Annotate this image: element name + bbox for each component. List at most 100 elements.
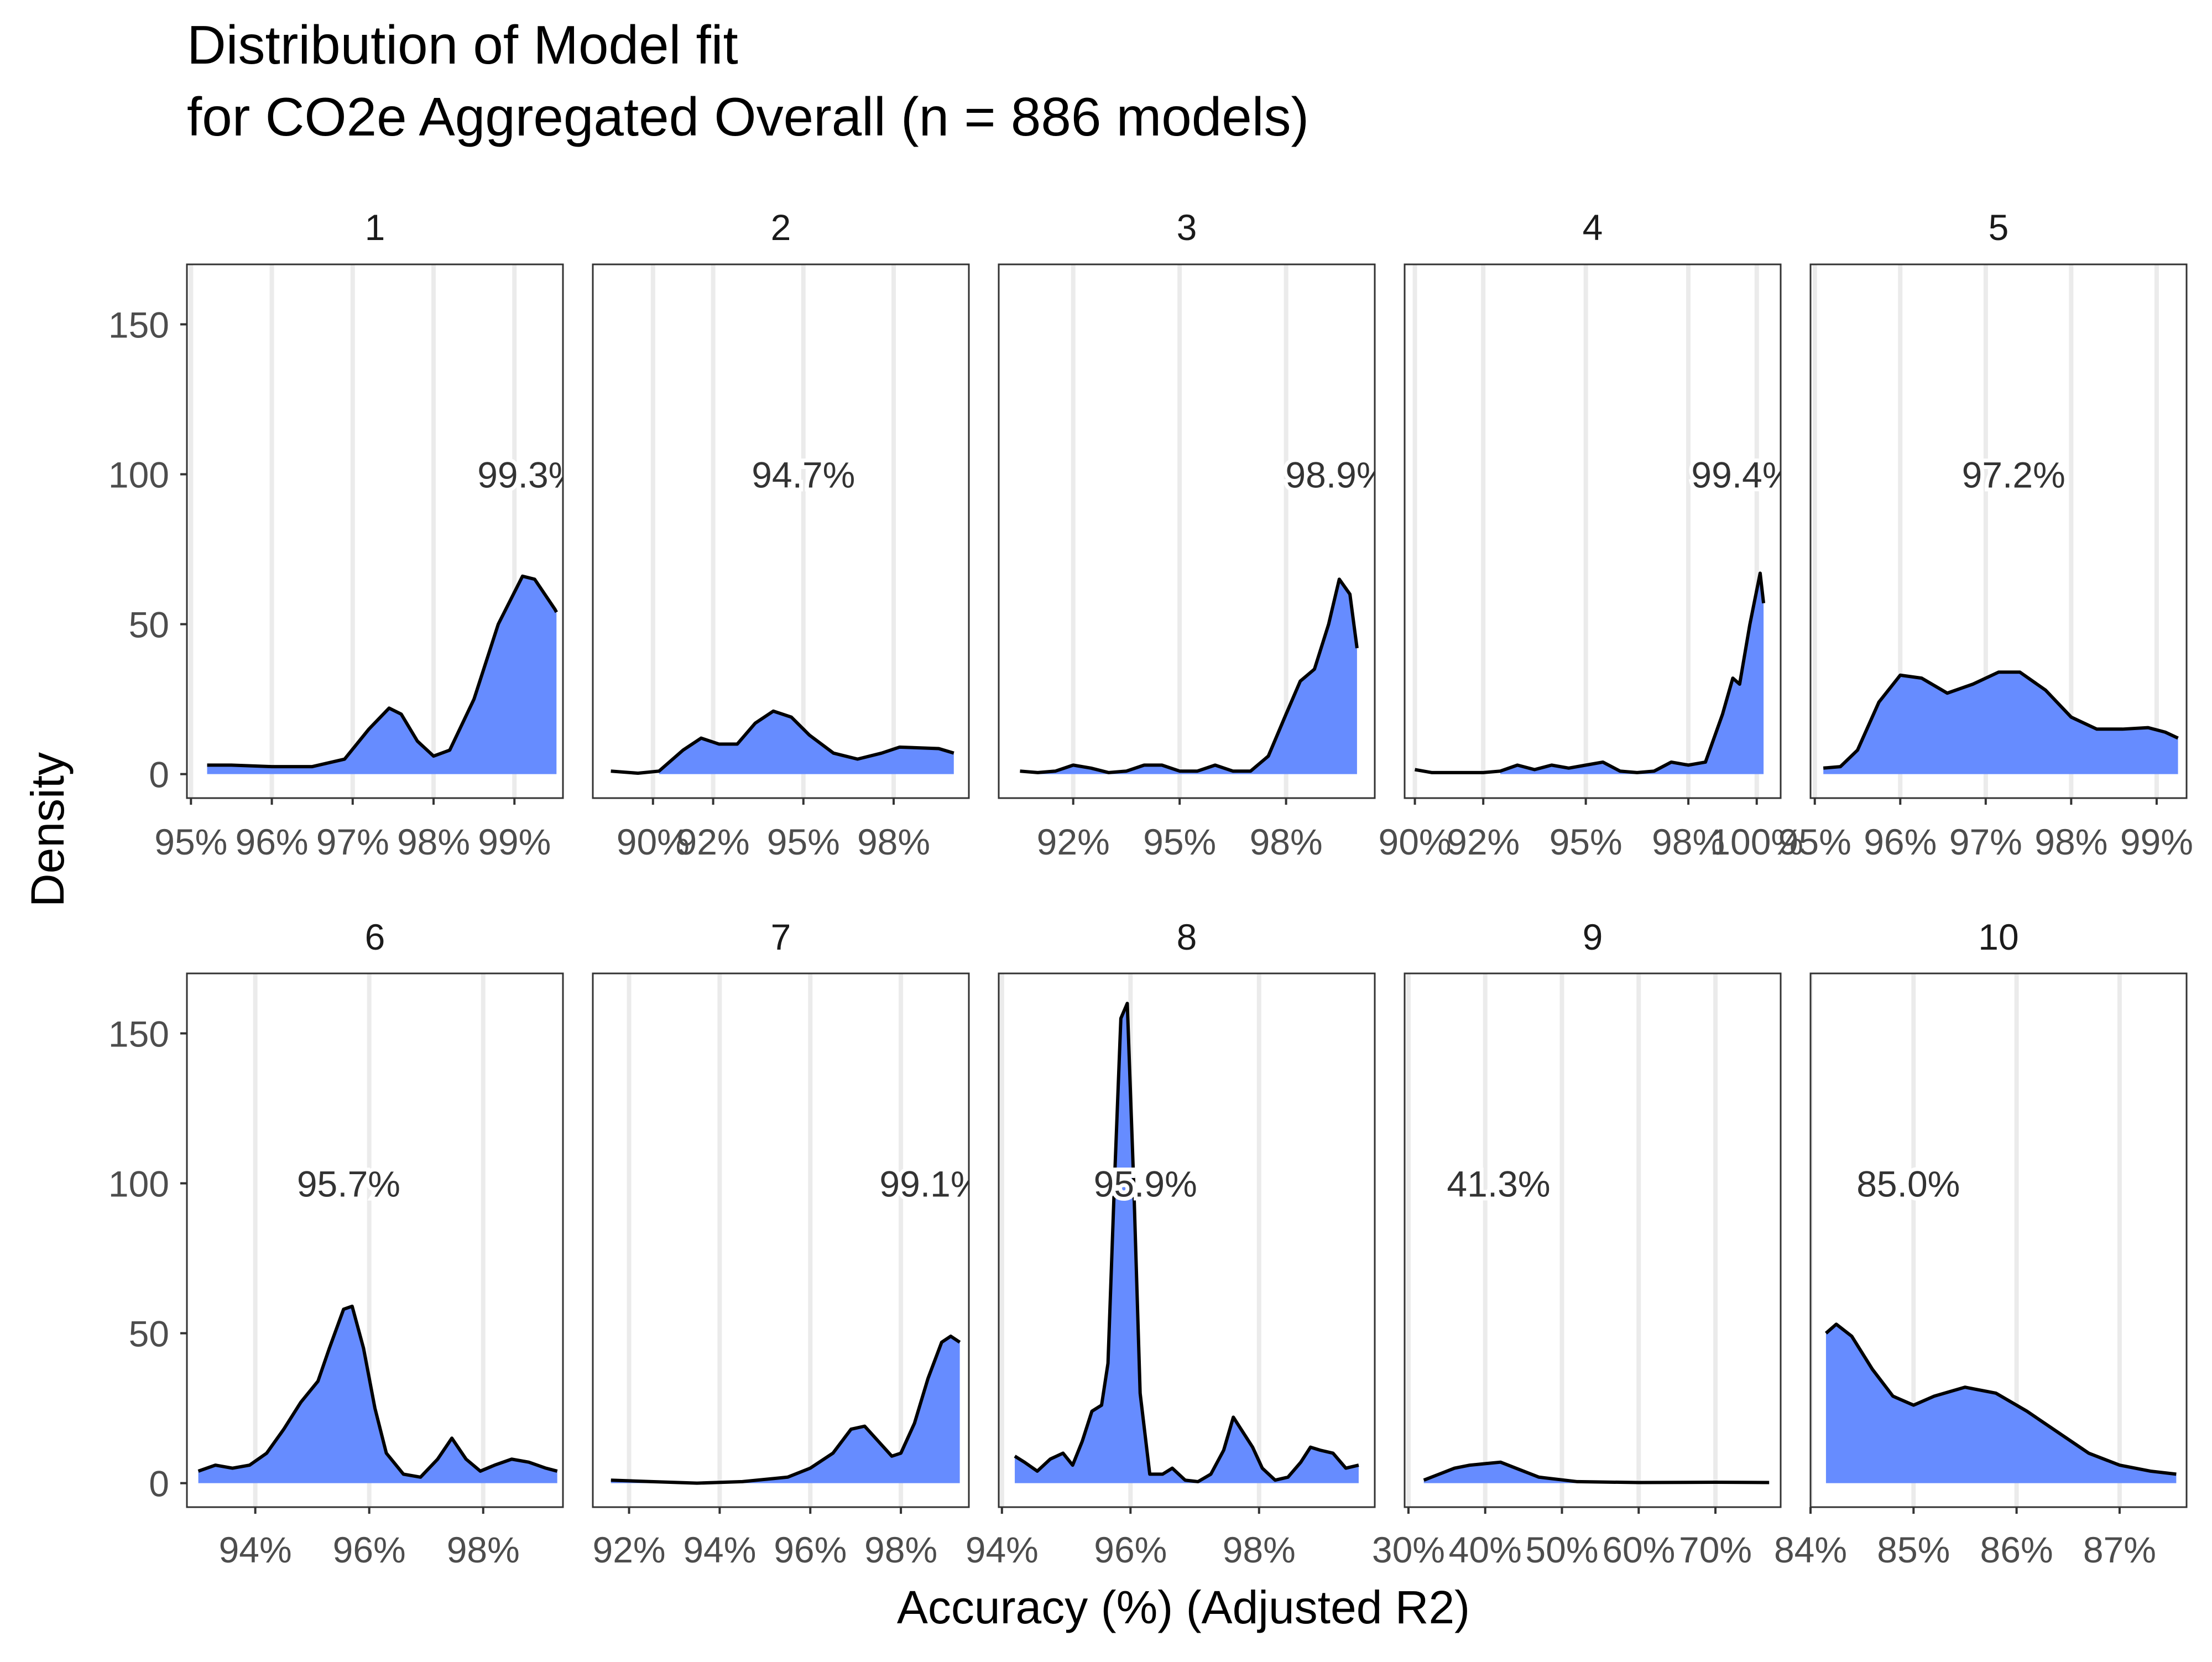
facet-strip-label: 1 (365, 207, 385, 248)
x-tick-label: 90% (617, 821, 690, 862)
density-line (1823, 670, 2179, 770)
facet-strip-label: 5 (1989, 207, 2009, 248)
x-tick-label: 95% (1778, 821, 1851, 862)
panel-border (186, 972, 564, 1508)
x-tick-label: 92% (1037, 821, 1110, 862)
annotation-label: 98.9% (1285, 454, 1389, 495)
density-line (1824, 1322, 2177, 1476)
density-line (1423, 1460, 1770, 1484)
x-tick-label: 94% (683, 1529, 756, 1570)
panel-border (592, 263, 970, 799)
x-tick-label: 97% (1949, 821, 2022, 862)
x-tick-label: 87% (2083, 1529, 2156, 1570)
x-tick-label: 40% (1449, 1529, 1522, 1570)
x-tick-label: 95% (1143, 821, 1216, 862)
x-tick-label: 96% (1864, 821, 1937, 862)
x-tick-label: 96% (774, 1529, 847, 1570)
density-line (207, 574, 558, 769)
x-tick-label: 92% (1447, 821, 1520, 862)
panel-border (1404, 972, 1782, 1508)
facet-strip-label: 4 (1583, 207, 1603, 248)
y-tick-label: 50 (129, 1314, 169, 1354)
panel-plot-area: 99.4% (1412, 264, 1781, 798)
annotation-label: 85.0% (1856, 1163, 1960, 1204)
x-tick-label: 92% (677, 821, 750, 862)
facet-strip-label: 7 (771, 916, 791, 957)
density-area (659, 711, 954, 774)
annotation-label: 95.9% (1094, 1163, 1197, 1204)
facet-strip-label: 9 (1583, 916, 1603, 957)
facet-panel-10: 10 85.0% 84% 85% 86% 87% (1774, 916, 2188, 1570)
y-tick-label: 0 (149, 754, 169, 795)
x-tick-label: 98% (1250, 821, 1323, 862)
x-tick-label: 70% (1679, 1529, 1752, 1570)
density-line (197, 1304, 558, 1479)
panel-plot-area: 97.2% (1812, 264, 2179, 798)
chart-title-line-2: for CO2e Aggregated Overall (n = 886 mod… (187, 86, 1309, 147)
density-line (1415, 571, 1766, 774)
density-area (1037, 579, 1357, 774)
x-tick-label: 99% (478, 821, 551, 862)
x-tick-label: 98% (857, 821, 930, 862)
x-tick-label: 85% (1877, 1529, 1950, 1570)
panel-border (998, 263, 1376, 799)
density-area (207, 576, 557, 774)
annotation-label: 99.3% (477, 454, 581, 495)
x-tick-label: 97% (316, 821, 389, 862)
panel-border (1404, 263, 1782, 799)
annotation-label: 95.7% (297, 1163, 400, 1204)
y-tick-label: 100 (108, 454, 169, 495)
facet-panel-5: 5 97.2% 95% 96% 97% 98% 99% (1778, 207, 2193, 862)
x-tick-label: 94% (219, 1529, 292, 1570)
facet-panel-4: 4 99.4% 90%92% 95% 98%100% (1378, 207, 1803, 862)
panel-plot-area: 85.0% (1811, 973, 2177, 1507)
annotation-label: 41.3% (1447, 1163, 1550, 1204)
y-tick-label: 50 (129, 605, 169, 645)
x-tick-label: 98% (864, 1529, 937, 1570)
panel-plot-area: 95.9% (999, 973, 1359, 1507)
y-tick-label: 100 (108, 1163, 169, 1204)
facet-panel-9: 9 41.3% 30% 40% 50% 60% 70% (1372, 916, 1782, 1570)
x-tick-label: 95% (767, 821, 840, 862)
annotation-label: 94.7% (752, 454, 855, 495)
facet-strip-label: 6 (365, 916, 385, 957)
facet-panel-3: 3 98.9% 92% 95% 98% (998, 207, 1389, 862)
x-tick-label: 92% (592, 1529, 665, 1570)
panel-border (592, 972, 970, 1508)
annotation-label: 99.1% (879, 1163, 983, 1204)
panel-border (1809, 263, 2188, 799)
facet-strip-label: 3 (1177, 207, 1197, 248)
panel-plot-area: 98.9% (1020, 264, 1389, 798)
x-axis-label: Accuracy (%) (Adjusted R2) (897, 1581, 1470, 1633)
facet-strip-label: 2 (771, 207, 791, 248)
facet-strip-label: 8 (1177, 916, 1197, 957)
panel-plot-area: 99.3% (189, 264, 581, 798)
x-tick-label: 98% (1652, 821, 1725, 862)
x-tick-label: 96% (1094, 1529, 1167, 1570)
x-tick-label: 100% (1710, 821, 1803, 862)
x-tick-label: 96% (235, 821, 308, 862)
density-line (1020, 577, 1359, 774)
chart-title-line-1: Distribution of Model fit (187, 14, 738, 75)
panel-plot-area: 95.7% (197, 973, 558, 1507)
facet-panel-2: 2 94.7% 90%92% 95% 98% (592, 207, 970, 862)
panel-border (998, 972, 1376, 1508)
x-tick-label: 95% (1550, 821, 1623, 862)
density-area (1500, 573, 1764, 774)
panel-border (186, 263, 564, 799)
facet-panel-8: 8 95.9% 94% 96% 98% (966, 916, 1376, 1570)
density-line (611, 1334, 961, 1485)
panel-plot-area: 99.1% (611, 973, 983, 1507)
x-tick-label: 90% (1378, 821, 1451, 862)
density-area (1015, 1003, 1359, 1483)
x-tick-label: 30% (1372, 1529, 1445, 1570)
density-area (1823, 672, 2178, 774)
panel-border (1809, 972, 2188, 1508)
facet-panel-1: 1 99.3% 95% 96% 97% 98% 99% (154, 207, 581, 862)
panel-plot-area: 94.7% (611, 264, 954, 798)
y-axis-label: Density (22, 752, 74, 907)
y-tick-label: 0 (149, 1463, 169, 1504)
